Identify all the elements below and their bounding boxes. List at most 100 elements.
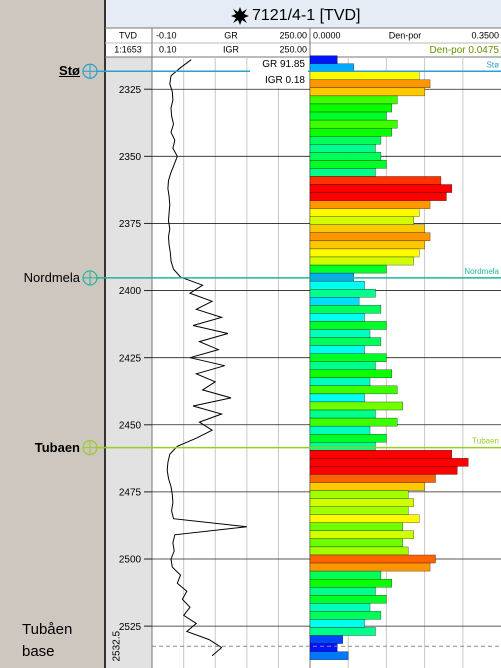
porosity-bar <box>309 442 376 451</box>
porosity-bar <box>309 401 403 411</box>
porosity-bar <box>309 79 431 89</box>
readout-box <box>250 58 308 88</box>
porosity-bar <box>309 417 398 427</box>
porosity-bar <box>309 393 365 403</box>
cutoff-name: Den-por <box>429 45 466 56</box>
porosity-bar <box>309 264 387 274</box>
header-text: IGR <box>223 44 240 54</box>
header-text: 0.3500 <box>471 30 499 40</box>
porosity-bar <box>309 482 425 491</box>
porosity-bar <box>309 329 371 338</box>
porosity-bar <box>309 409 376 419</box>
porosity-bar <box>309 562 431 572</box>
depth-tick-label: 2450 <box>119 420 142 431</box>
depth-label: 2532.5 <box>112 631 123 662</box>
porosity-bar <box>309 144 376 153</box>
porosity-bar <box>309 136 382 145</box>
porosity-bar <box>309 619 365 628</box>
porosity-bar <box>309 111 387 121</box>
header-text: -0.10 <box>156 30 177 40</box>
porosity-bar <box>309 281 365 290</box>
top-label-right: Tubaen <box>472 437 499 446</box>
top-marker-cross <box>83 270 97 285</box>
marks <box>166 55 469 660</box>
depth-tick-label: 2525 <box>119 622 142 633</box>
porosity-bar <box>309 337 382 346</box>
porosity-bar <box>309 458 469 467</box>
porosity-bar <box>309 321 387 330</box>
porosity-bar <box>309 353 387 362</box>
readout: IGR 0.18 <box>265 75 305 86</box>
porosity-bar <box>309 224 425 233</box>
header-text: 0.0000 <box>313 30 341 40</box>
porosity-bar <box>309 530 414 540</box>
depth-tick-label: 2425 <box>119 353 142 364</box>
porosity-bar <box>309 490 409 499</box>
porosity-bar <box>309 152 382 161</box>
header-text: TVD <box>119 30 138 40</box>
top-label-right: Nordmela <box>464 267 499 276</box>
title: 7121/4-1 [TVD] <box>252 7 361 24</box>
porosity-bar <box>309 385 398 395</box>
header-text: 1:1653 <box>114 44 142 54</box>
porosity-bar <box>309 345 365 354</box>
porosity-bar <box>309 425 371 435</box>
porosity-bar <box>309 538 403 548</box>
depth-tick-label: 2475 <box>119 488 142 499</box>
porosity-bar <box>309 289 376 298</box>
porosity-bar <box>309 578 393 588</box>
porosity-bar <box>309 256 414 266</box>
porosity-bar <box>309 498 414 507</box>
cutoff-readout: Den-por 0.0475 <box>429 45 499 56</box>
porosity-bar <box>309 522 403 531</box>
porosity-bar <box>309 240 425 250</box>
readout-name: IGR <box>265 75 283 86</box>
porosity-bar <box>309 55 338 64</box>
porosity-bar <box>309 627 376 636</box>
log-area <box>105 0 501 668</box>
depth-track <box>105 57 152 668</box>
readout-name: GR <box>262 59 277 70</box>
porosity-bar <box>309 570 382 580</box>
top-label: Tubaen <box>34 439 80 455</box>
porosity-bar <box>309 587 376 596</box>
top-label: Stø <box>59 63 80 79</box>
depth-tick-label: 2350 <box>119 152 142 163</box>
depth-tick-label: 2325 <box>119 85 142 96</box>
porosity-bar <box>309 313 365 322</box>
porosity-bar <box>309 305 382 314</box>
top-marker-cross <box>83 440 97 455</box>
porosity-bar <box>309 474 436 483</box>
porosity-bar <box>309 466 458 475</box>
top-label-right: Stø <box>487 60 500 69</box>
porosity-bar <box>309 248 420 258</box>
readout-value: 91.85 <box>280 59 305 70</box>
porosity-bar <box>309 176 442 185</box>
depth-tick-label: 2500 <box>119 555 142 566</box>
porosity-bar <box>309 643 338 652</box>
depth-tick-label: 2400 <box>119 286 142 297</box>
porosity-bar <box>309 595 387 604</box>
porosity-bar <box>309 160 387 169</box>
porosity-bar <box>309 546 409 556</box>
porosity-bar <box>309 361 376 370</box>
header-text: 0.10 <box>159 44 177 54</box>
cutoff-value: 0.0475 <box>468 45 499 56</box>
porosity-bar <box>309 272 354 282</box>
porosity-bar <box>309 71 420 80</box>
porosity-bar <box>309 651 349 660</box>
title-bar <box>105 0 501 28</box>
readout: GR 91.85 <box>262 59 305 70</box>
porosity-bar <box>309 635 343 644</box>
porosity-bar <box>309 297 360 306</box>
porosity-bar <box>309 119 398 129</box>
porosity-bar <box>309 369 393 378</box>
header-text: 250.00 <box>279 30 307 40</box>
porosity-bar <box>309 232 431 242</box>
porosity-bar <box>309 514 420 523</box>
porosity-bar <box>309 200 431 209</box>
porosity-bar <box>309 184 453 193</box>
top-marker-cross <box>83 64 97 79</box>
porosity-bar <box>309 216 414 225</box>
